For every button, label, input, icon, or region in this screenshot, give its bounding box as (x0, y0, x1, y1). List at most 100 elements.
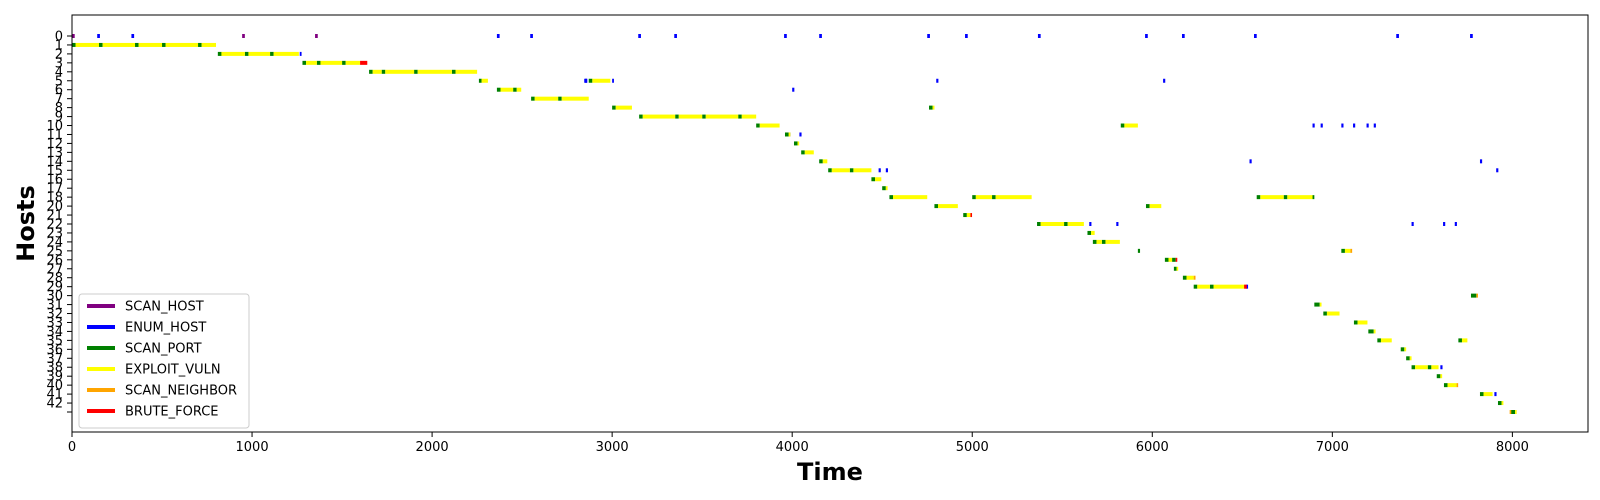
segment-exploit-vuln (1415, 365, 1428, 370)
series-exploit-vuln (75, 42, 1517, 414)
segment-exploit-vuln (385, 69, 415, 74)
segment-scan-port (1458, 338, 1462, 343)
segment-scan-port (414, 69, 418, 74)
segment-exploit-vuln (1168, 257, 1173, 262)
x-tick-label: 7000 (1316, 440, 1349, 455)
x-axis-label: Time (797, 458, 863, 486)
segment-exploit-vuln (1149, 204, 1162, 209)
segment-brute-force (360, 60, 368, 65)
segment-enum-host (1341, 123, 1344, 128)
segment-exploit-vuln (1091, 230, 1095, 235)
segment-enum-host (1440, 365, 1443, 370)
segment-scan-port (612, 105, 616, 110)
segment-scan-port (801, 150, 805, 155)
segment-scan-port (1087, 230, 1092, 235)
segment-brute-force (970, 213, 973, 218)
segment-exploit-vuln (500, 87, 514, 92)
y-tick-label: 3 (55, 56, 63, 71)
legend-label-brute-force: BRUTE_FORCE (125, 405, 219, 420)
segment-exploit-vuln (853, 168, 872, 173)
segment-scan-port (675, 114, 679, 119)
segment-exploit-vuln (932, 105, 935, 110)
y-tick-label: 39 (46, 370, 63, 385)
segment-exploit-vuln (1404, 347, 1407, 352)
y-tick-label: 40 (46, 379, 63, 394)
segment-scan-port (1037, 222, 1041, 226)
segment-exploit-vuln (759, 123, 780, 128)
series-scan-neighbor (1193, 248, 1512, 414)
segment-enum-host (1470, 34, 1473, 38)
segment-scan-neighbor (1476, 293, 1478, 298)
y-tick-label: 35 (46, 334, 63, 349)
y-axis: 0123456789101112131415161718202122232425… (46, 30, 72, 413)
segment-exploit-vuln (345, 60, 361, 65)
segment-exploit-vuln (797, 141, 800, 146)
series-scan-host (72, 34, 318, 38)
segment-exploit-vuln (102, 42, 136, 47)
segment-scan-port (849, 168, 854, 173)
segment-exploit-vuln (642, 114, 676, 119)
series-scan-port (72, 42, 1516, 414)
legend-label-exploit-vuln: EXPLOIT_VULN (125, 363, 221, 378)
segment-exploit-vuln (516, 87, 522, 92)
segment-scan-port (1137, 248, 1141, 253)
segment-exploit-vuln (995, 195, 1032, 200)
segment-enum-host (496, 34, 500, 38)
segment-enum-host (1411, 222, 1414, 226)
segment-exploit-vuln (831, 168, 850, 173)
segment-scan-port (972, 195, 976, 200)
legend-box (78, 293, 250, 429)
segment-exploit-vuln (975, 195, 993, 200)
segment-scan-port (963, 213, 967, 218)
segment-scan-port (1312, 195, 1315, 200)
segment-enum-host (97, 34, 100, 38)
segment-enum-host (1494, 392, 1497, 397)
y-tick-label: 7 (55, 92, 63, 107)
segment-enum-host (131, 34, 135, 38)
segment-scan-port (784, 132, 789, 137)
y-tick-label: 5 (55, 74, 63, 89)
segment-exploit-vuln (678, 114, 703, 119)
legend-label-scan-port: SCAN_PORT (125, 342, 202, 357)
segment-enum-host (530, 34, 533, 38)
y-tick-label: 0 (55, 30, 63, 45)
segment-brute-force (1244, 284, 1247, 289)
segment-exploit-vuln (1501, 401, 1504, 406)
segment-exploit-vuln (741, 114, 757, 119)
segment-exploit-vuln (1186, 275, 1194, 280)
segment-exploit-vuln (1515, 410, 1517, 414)
segment-exploit-vuln (885, 186, 888, 191)
segment-scan-port (1314, 302, 1320, 307)
segment-scan-port (381, 69, 386, 74)
segment-exploit-vuln (1344, 248, 1351, 253)
y-tick-label: 41 (46, 388, 63, 403)
segment-exploit-vuln (138, 42, 163, 47)
segment-enum-host (1373, 123, 1376, 128)
segment-exploit-vuln (1380, 338, 1392, 343)
legend-label-scan-host: SCAN_HOST (125, 300, 204, 315)
segment-scan-port (1172, 257, 1176, 262)
segment-enum-host (927, 34, 930, 38)
y-tick-label: 1 (55, 38, 63, 53)
segment-exploit-vuln (938, 204, 958, 209)
segment-exploit-vuln (1461, 338, 1468, 343)
segment-enum-host (1496, 168, 1499, 173)
segment-enum-host (1245, 284, 1249, 289)
segment-scan-port (1092, 239, 1097, 244)
segment-scan-port (1256, 195, 1261, 200)
segment-exploit-vuln (1096, 239, 1102, 244)
segment-scan-port (1470, 293, 1477, 298)
x-tick-label: 1000 (236, 440, 269, 455)
segment-scan-port (72, 42, 76, 47)
segment-exploit-vuln (273, 51, 299, 56)
segment-enum-host (1320, 123, 1323, 128)
segment-scan-port (1411, 365, 1416, 370)
x-tick-label: 4000 (776, 440, 809, 455)
y-tick-label: 11 (46, 128, 63, 143)
segment-scan-neighbor (1193, 275, 1196, 280)
segment-exploit-vuln (804, 150, 814, 155)
segment-exploit-vuln (534, 96, 559, 101)
legend: SCAN_HOST ENUM_HOST SCAN_PORT EXPLOIT_VULN S… (78, 293, 250, 429)
